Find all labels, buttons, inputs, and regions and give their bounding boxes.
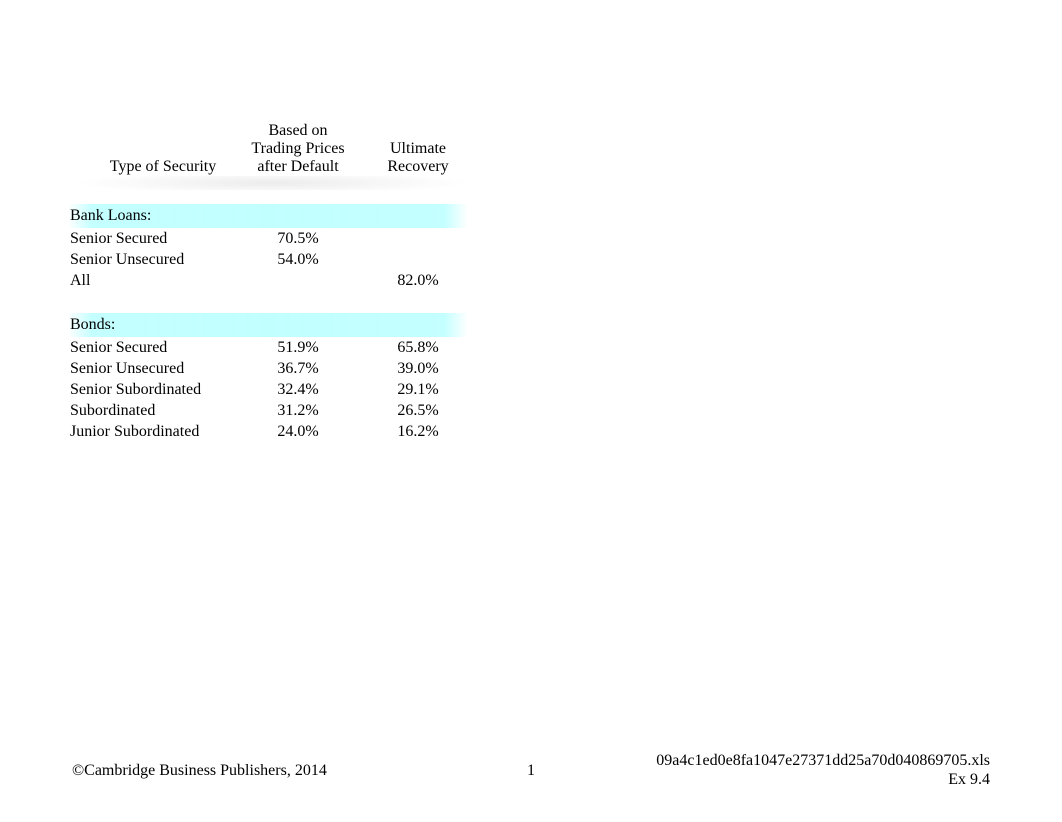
row-recovery: 39.0% bbox=[358, 360, 478, 378]
spacer bbox=[68, 190, 478, 204]
row-recovery: 82.0% bbox=[358, 272, 478, 290]
table-row: Senior Secured 51.9% 65.8% bbox=[68, 337, 478, 358]
row-label: All bbox=[68, 272, 238, 290]
row-recovery: 16.2% bbox=[358, 423, 478, 441]
row-label: Senior Unsecured bbox=[68, 251, 238, 269]
header-type-of-security: Type of Security bbox=[68, 158, 238, 178]
row-trading: 24.0% bbox=[238, 423, 358, 441]
row-label: Senior Secured bbox=[68, 230, 238, 248]
header-col3-line1: Ultimate bbox=[390, 140, 446, 157]
section-bank-loans: Bank Loans: bbox=[68, 204, 468, 228]
section-title: Bonds: bbox=[70, 316, 115, 334]
header-col3-line2: Recovery bbox=[387, 158, 448, 175]
table-header-row: Type of Security Based on Trading Prices… bbox=[68, 122, 478, 178]
row-label: Senior Subordinated bbox=[68, 381, 238, 399]
table-row: All 82.0% bbox=[68, 270, 478, 291]
row-recovery: 26.5% bbox=[358, 402, 478, 420]
spacer bbox=[68, 291, 478, 313]
table-row: Senior Unsecured 54.0% bbox=[68, 249, 478, 270]
header-ultimate-recovery: Ultimate Recovery bbox=[358, 140, 478, 178]
table-row: Junior Subordinated 24.0% 16.2% bbox=[68, 421, 478, 442]
table-row: Senior Subordinated 32.4% 29.1% bbox=[68, 379, 478, 400]
table-row: Subordinated 31.2% 26.5% bbox=[68, 400, 478, 421]
row-label: Subordinated bbox=[68, 402, 238, 420]
table-row: Senior Unsecured 36.7% 39.0% bbox=[68, 358, 478, 379]
header-col2-line1: Based on bbox=[268, 122, 327, 139]
row-trading: 32.4% bbox=[238, 381, 358, 399]
header-col1-text: Type of Security bbox=[110, 158, 216, 175]
row-trading: 31.2% bbox=[238, 402, 358, 420]
page: Type of Security Based on Trading Prices… bbox=[0, 0, 1062, 822]
row-trading: 51.9% bbox=[238, 339, 358, 357]
footer-sheet-name: Ex 9.4 bbox=[948, 771, 990, 789]
footer-filename: 09a4c1ed0e8fa1047e27371dd25a70d040869705… bbox=[656, 752, 990, 770]
table-row: Senior Secured 70.5% bbox=[68, 228, 478, 249]
header-col2-line2: Trading Prices bbox=[251, 140, 344, 157]
row-label: Senior Secured bbox=[68, 339, 238, 357]
row-trading: 70.5% bbox=[238, 230, 358, 248]
row-trading: 36.7% bbox=[238, 360, 358, 378]
section-title: Bank Loans: bbox=[70, 207, 151, 225]
header-trading-prices: Based on Trading Prices after Default bbox=[238, 122, 358, 178]
row-label: Junior Subordinated bbox=[68, 423, 238, 441]
section-bonds: Bonds: bbox=[68, 313, 468, 337]
header-divider bbox=[68, 176, 478, 190]
recovery-table: Type of Security Based on Trading Prices… bbox=[68, 122, 478, 442]
row-recovery: 65.8% bbox=[358, 339, 478, 357]
row-trading: 54.0% bbox=[238, 251, 358, 269]
page-footer: ©Cambridge Business Publishers, 2014 1 0… bbox=[72, 752, 990, 792]
row-recovery: 29.1% bbox=[358, 381, 478, 399]
row-label: Senior Unsecured bbox=[68, 360, 238, 378]
header-col2-line3: after Default bbox=[257, 158, 338, 175]
